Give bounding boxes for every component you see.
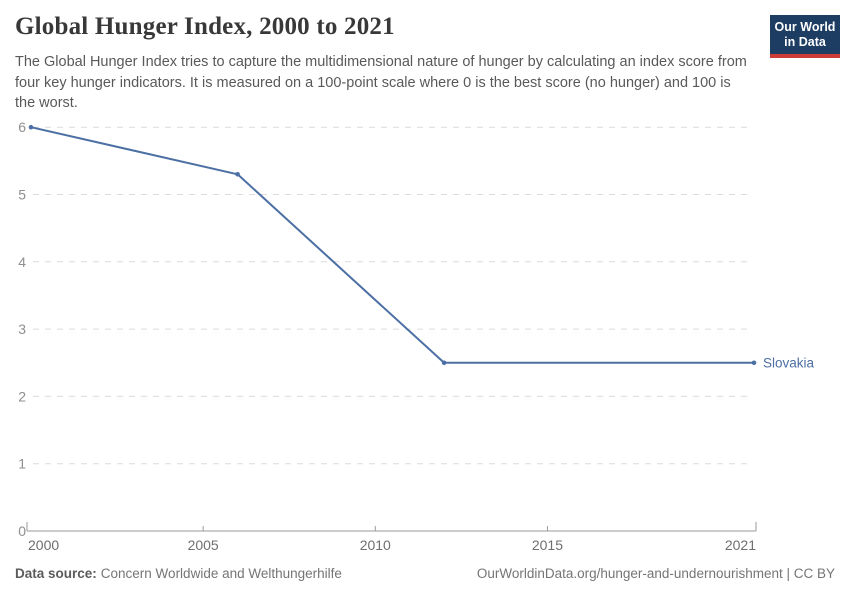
x-axis-tick-label: 2010 <box>360 537 391 553</box>
y-axis-tick-label: 5 <box>18 187 26 203</box>
data-point-marker[interactable] <box>28 124 34 130</box>
series-end-label[interactable]: Slovakia <box>763 355 815 370</box>
y-axis-tick-label: 0 <box>18 523 26 539</box>
owid-logo-text: Our World in Data <box>770 15 840 54</box>
owid-url-link[interactable]: OurWorldinData.org/hunger-and-undernouri… <box>476 566 835 581</box>
y-axis-tick-label: 2 <box>18 388 26 404</box>
x-axis-tick-label: 2000 <box>28 537 59 553</box>
y-axis-tick-label: 4 <box>18 254 26 270</box>
x-axis-tick-label: 2015 <box>532 537 563 553</box>
series-line[interactable] <box>30 126 755 364</box>
data-point-marker[interactable] <box>441 360 447 366</box>
data-source-text: Concern Worldwide and Welthungerhilfe <box>100 566 342 581</box>
y-axis-tick-label: 6 <box>18 119 26 135</box>
chart-subtitle: The Global Hunger Index tries to capture… <box>15 54 747 112</box>
data-point-marker[interactable] <box>751 360 757 366</box>
owid-logo[interactable]: Our World in Data <box>770 15 840 58</box>
data-source-note: Data source: Concern Worldwide and Welthu… <box>15 566 342 581</box>
y-axis-tick-label: 3 <box>18 321 26 337</box>
owid-logo-redbar <box>770 53 840 58</box>
x-axis-tick-label: 2021 <box>725 537 756 553</box>
page-title: Global Hunger Index, 2000 to 2021 <box>15 13 395 40</box>
data-source-label: Data source: <box>15 566 97 581</box>
data-point-marker[interactable] <box>235 172 240 177</box>
y-axis-tick-label: 1 <box>18 456 26 472</box>
chart-footer: Data source: Concern Worldwide and Welthu… <box>15 566 835 581</box>
x-axis-tick-label: 2005 <box>188 537 219 553</box>
